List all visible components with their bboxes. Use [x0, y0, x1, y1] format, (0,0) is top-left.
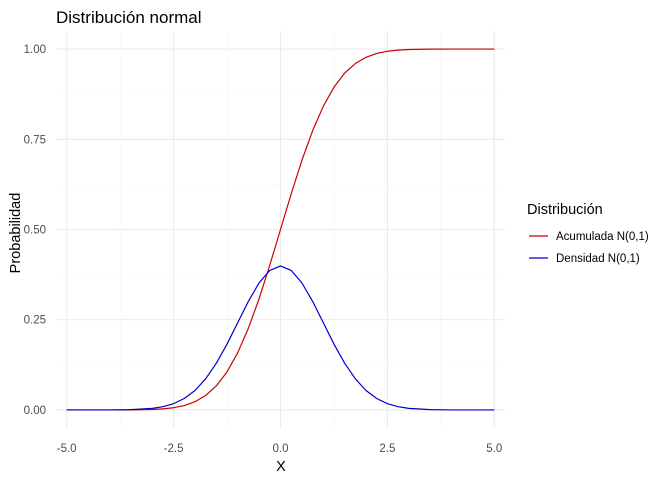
chart-title: Distribución normal	[56, 8, 202, 27]
x-tick-label: -5.0	[57, 443, 77, 455]
legend: Distribución Acumulada N(0,1) Densidad N…	[527, 202, 649, 265]
y-tick-label: 0.25	[24, 315, 46, 327]
series-line-densidad	[66, 265, 495, 411]
x-tick-label: 0.0	[273, 443, 289, 455]
y-tick-label: 0.50	[24, 225, 46, 237]
series-line-acumulada	[66, 48, 495, 411]
x-tick-label: -2.5	[164, 443, 184, 455]
series-layer	[66, 48, 495, 411]
legend-label-acumulada: Acumulada N(0,1)	[556, 231, 649, 243]
x-axis-title: X	[276, 459, 286, 475]
x-tick-label: 2.5	[379, 443, 395, 455]
legend-title: Distribución	[527, 202, 603, 218]
x-tick-label: 5.0	[486, 443, 502, 455]
y-tick-label: 1.00	[24, 44, 46, 56]
y-tick-label: 0.75	[24, 134, 46, 146]
legend-label-densidad: Densidad N(0,1)	[556, 253, 640, 265]
x-axis-ticks: -5.0 -2.5 0.0 2.5 5.0	[57, 443, 503, 455]
y-axis-ticks: 0.00 0.25 0.50 0.75 1.00	[24, 44, 46, 417]
y-axis-title: Probabilidad	[8, 193, 24, 274]
y-tick-label: 0.00	[24, 405, 46, 417]
